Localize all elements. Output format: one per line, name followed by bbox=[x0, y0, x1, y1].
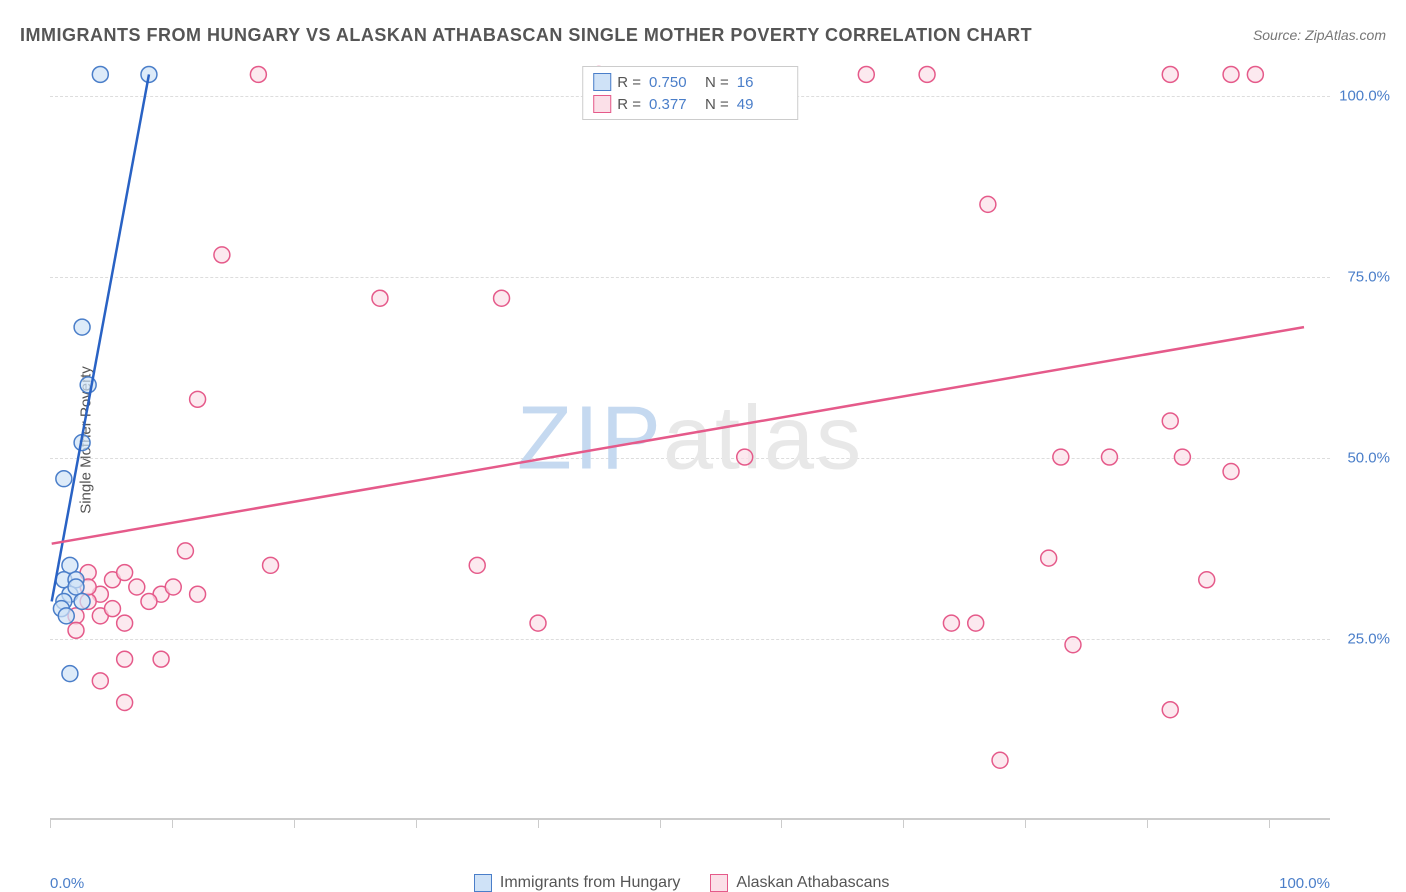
scatter-point-athabascan bbox=[1247, 66, 1263, 82]
legend-correlation-box: R = 0.750 N = 16 R = 0.377 N = 49 bbox=[582, 66, 798, 120]
r-label: R = bbox=[617, 74, 643, 91]
x-tick-label-max: 100.0% bbox=[1279, 875, 1330, 892]
title-bar: IMMIGRANTS FROM HUNGARY VS ALASKAN ATHAB… bbox=[20, 20, 1386, 50]
legend-swatch-athabascan-bottom bbox=[710, 874, 728, 892]
x-tick bbox=[1025, 818, 1026, 828]
legend-swatch-athabascan bbox=[593, 95, 611, 113]
scatter-point-athabascan bbox=[190, 586, 206, 602]
legend-row-hungary: R = 0.750 N = 16 bbox=[593, 71, 787, 93]
scatter-point-athabascan bbox=[968, 615, 984, 631]
scatter-point-athabascan bbox=[1065, 637, 1081, 653]
scatter-point-athabascan bbox=[129, 579, 145, 595]
scatter-point-athabascan bbox=[1174, 449, 1190, 465]
r-label: R = bbox=[617, 96, 643, 113]
r-value-athabascan: 0.377 bbox=[649, 96, 699, 113]
scatter-point-athabascan bbox=[117, 615, 133, 631]
source-prefix: Source: bbox=[1253, 27, 1305, 43]
x-tick bbox=[781, 818, 782, 828]
scatter-point-athabascan bbox=[1223, 66, 1239, 82]
x-tick bbox=[1147, 818, 1148, 828]
n-label: N = bbox=[705, 96, 731, 113]
scatter-point-athabascan bbox=[1101, 449, 1117, 465]
scatter-point-hungary bbox=[68, 579, 84, 595]
trend-line-hungary bbox=[52, 74, 149, 601]
scatter-point-athabascan bbox=[1162, 702, 1178, 718]
x-tick bbox=[50, 818, 51, 828]
scatter-point-athabascan bbox=[1199, 572, 1215, 588]
x-tick bbox=[538, 818, 539, 828]
scatter-point-athabascan bbox=[919, 66, 935, 82]
scatter-point-hungary bbox=[92, 66, 108, 82]
scatter-point-hungary bbox=[56, 471, 72, 487]
scatter-plot-svg bbox=[50, 60, 1330, 818]
source-attribution: Source: ZipAtlas.com bbox=[1253, 27, 1386, 43]
scatter-point-athabascan bbox=[117, 651, 133, 667]
x-tick bbox=[903, 818, 904, 828]
scatter-point-hungary bbox=[74, 593, 90, 609]
legend-swatch-hungary-bottom bbox=[474, 874, 492, 892]
scatter-point-athabascan bbox=[737, 449, 753, 465]
trend-line-athabascan bbox=[52, 327, 1304, 544]
legend-row-athabascan: R = 0.377 N = 49 bbox=[593, 93, 787, 115]
x-tick bbox=[1269, 818, 1270, 828]
x-tick bbox=[660, 818, 661, 828]
scatter-point-hungary bbox=[58, 608, 74, 624]
scatter-point-athabascan bbox=[117, 565, 133, 581]
scatter-point-hungary bbox=[74, 319, 90, 335]
scatter-point-athabascan bbox=[177, 543, 193, 559]
y-tick-label: 25.0% bbox=[1347, 631, 1390, 648]
x-tick bbox=[294, 818, 295, 828]
x-tick bbox=[416, 818, 417, 828]
x-tick bbox=[172, 818, 173, 828]
scatter-point-hungary bbox=[62, 666, 78, 682]
scatter-point-athabascan bbox=[190, 391, 206, 407]
scatter-point-hungary bbox=[62, 557, 78, 573]
n-label: N = bbox=[705, 74, 731, 91]
scatter-point-athabascan bbox=[1053, 449, 1069, 465]
x-tick-label-min: 0.0% bbox=[50, 875, 84, 892]
scatter-point-athabascan bbox=[153, 651, 169, 667]
scatter-point-athabascan bbox=[530, 615, 546, 631]
y-tick-label: 100.0% bbox=[1339, 88, 1390, 105]
scatter-point-athabascan bbox=[1162, 413, 1178, 429]
scatter-point-athabascan bbox=[980, 196, 996, 212]
legend-item-athabascan: Alaskan Athabascans bbox=[710, 874, 889, 892]
chart-title: IMMIGRANTS FROM HUNGARY VS ALASKAN ATHAB… bbox=[20, 25, 1032, 46]
r-value-hungary: 0.750 bbox=[649, 74, 699, 91]
legend-bottom: 0.0% Immigrants from Hungary Alaskan Ath… bbox=[0, 874, 1406, 892]
plot-area: ZIPatlas R = 0.750 N = 16 R = 0.377 N = … bbox=[50, 60, 1330, 820]
scatter-point-athabascan bbox=[943, 615, 959, 631]
scatter-point-athabascan bbox=[858, 66, 874, 82]
legend-label-hungary: Immigrants from Hungary bbox=[500, 874, 681, 892]
scatter-point-athabascan bbox=[469, 557, 485, 573]
scatter-point-athabascan bbox=[250, 66, 266, 82]
scatter-point-athabascan bbox=[92, 673, 108, 689]
legend-item-hungary: Immigrants from Hungary bbox=[474, 874, 681, 892]
scatter-point-athabascan bbox=[372, 290, 388, 306]
n-value-athabascan: 49 bbox=[737, 96, 787, 113]
scatter-point-athabascan bbox=[992, 752, 1008, 768]
scatter-point-athabascan bbox=[1223, 464, 1239, 480]
scatter-point-athabascan bbox=[214, 247, 230, 263]
scatter-point-athabascan bbox=[141, 593, 157, 609]
scatter-point-athabascan bbox=[165, 579, 181, 595]
y-tick-label: 50.0% bbox=[1347, 450, 1390, 467]
scatter-point-athabascan bbox=[1162, 66, 1178, 82]
scatter-point-athabascan bbox=[68, 622, 84, 638]
scatter-point-athabascan bbox=[1041, 550, 1057, 566]
y-tick-label: 75.0% bbox=[1347, 269, 1390, 286]
chart-container: Single Mother Poverty ZIPatlas R = 0.750… bbox=[50, 60, 1380, 820]
scatter-point-athabascan bbox=[263, 557, 279, 573]
scatter-point-athabascan bbox=[104, 601, 120, 617]
n-value-hungary: 16 bbox=[737, 74, 787, 91]
legend-swatch-hungary bbox=[593, 73, 611, 91]
legend-label-athabascan: Alaskan Athabascans bbox=[736, 874, 889, 892]
source-name: ZipAtlas.com bbox=[1305, 27, 1386, 43]
scatter-point-athabascan bbox=[117, 695, 133, 711]
scatter-point-athabascan bbox=[494, 290, 510, 306]
